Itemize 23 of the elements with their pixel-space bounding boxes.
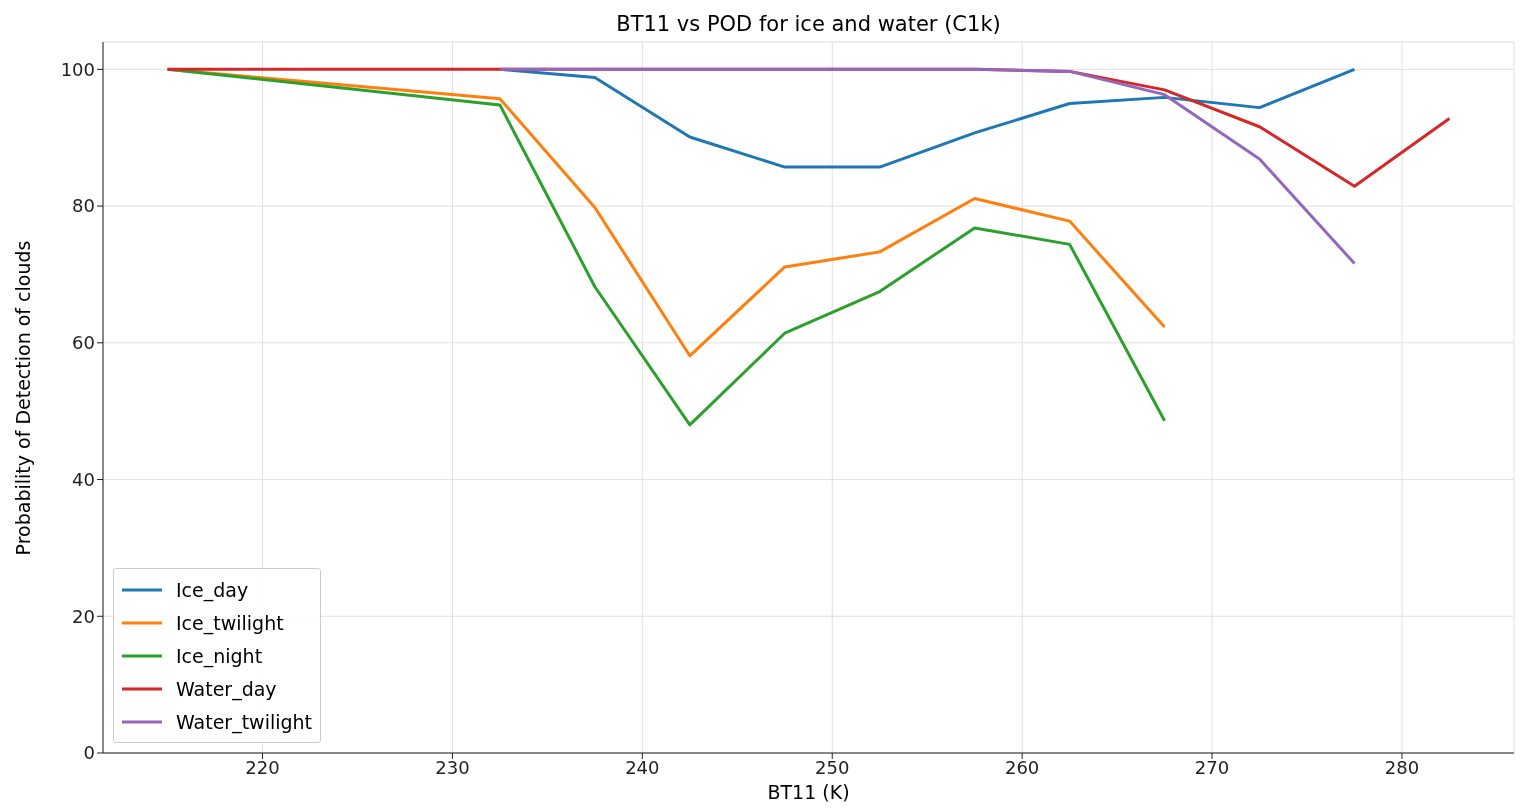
line-series xyxy=(166,67,1167,427)
x-tick-label: 240 xyxy=(625,756,660,778)
legend-label: Water_twilight xyxy=(176,710,313,733)
y-axis-title: Probability of Detection of clouds xyxy=(12,240,34,555)
legend-label: Water_day xyxy=(176,677,277,700)
x-tick-label: 260 xyxy=(1004,756,1040,778)
line-series xyxy=(498,67,1356,265)
x-tick-label: 270 xyxy=(1194,756,1230,778)
y-tick-label: 60 xyxy=(72,332,95,354)
x-tick-label: 250 xyxy=(815,756,850,778)
x-axis-title: BT11 (K) xyxy=(766,781,851,803)
y-tick-label: 0 xyxy=(83,742,95,764)
legend-label: Ice_night xyxy=(176,644,263,667)
x-tick-label: 220 xyxy=(245,756,280,778)
y-tick-label: 80 xyxy=(72,195,95,217)
y-tick-label: 40 xyxy=(72,468,95,490)
x-tick-label: 280 xyxy=(1384,756,1420,778)
legend-label: Ice_day xyxy=(176,578,249,601)
x-tick-label: 230 xyxy=(435,756,470,778)
y-tick-label: 100 xyxy=(60,58,95,80)
legend-label: Ice_twilight xyxy=(176,611,284,634)
y-tick-label: 20 xyxy=(72,605,95,627)
chart-title: BT11 vs POD for ice and water (C1k) xyxy=(615,12,1002,36)
